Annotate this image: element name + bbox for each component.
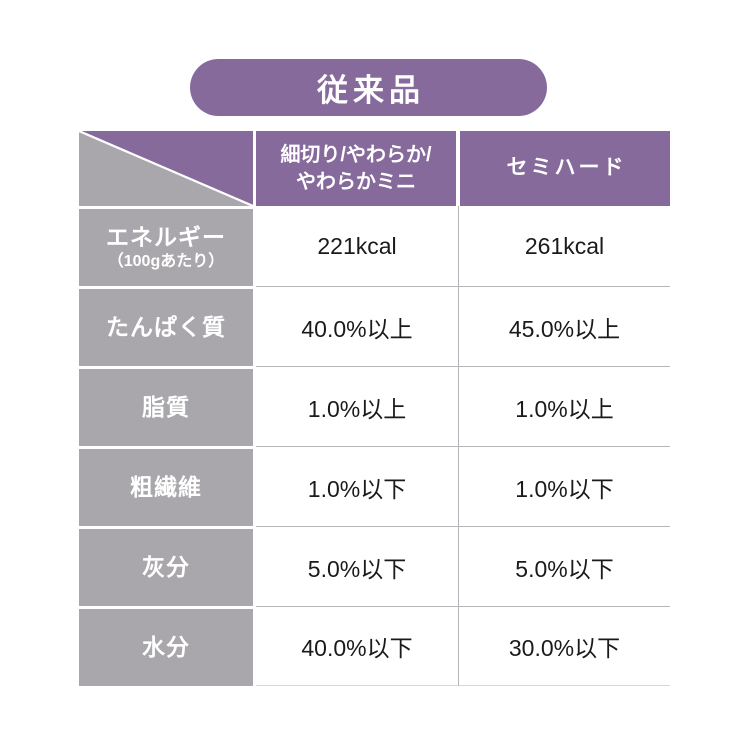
value-cell: 45.0%以上 [458, 286, 670, 366]
row-label-fiber: 粗繊維 [79, 449, 253, 526]
value-cell: 1.0%以上 [458, 366, 670, 446]
value-cell: 261kcal [458, 206, 670, 286]
row-label-text: 水分 [142, 634, 190, 661]
column-header-semihard: セミハード [460, 131, 670, 206]
value-cell: 40.0%以上 [256, 286, 458, 366]
row-label-moisture: 水分 [79, 609, 253, 686]
value-cell: 5.0%以下 [256, 526, 458, 606]
row-label-text: 粗繊維 [130, 474, 202, 501]
diagonal-divider-icon [79, 131, 253, 206]
corner-cell [79, 131, 253, 206]
product-type-badge: 従来品 [190, 59, 547, 116]
value-cell: 30.0%以下 [458, 606, 670, 686]
value-cell: 40.0%以下 [256, 606, 458, 686]
row-label-text: 灰分 [142, 554, 190, 581]
value-cell: 1.0%以上 [256, 366, 458, 446]
row-label-text: たんぱく質 [106, 314, 226, 341]
badge-label: 従来品 [317, 73, 425, 108]
value-cell: 5.0%以下 [458, 526, 670, 606]
row-label-text: 脂質 [142, 394, 190, 421]
value-cell: 1.0%以下 [458, 446, 670, 526]
value-cell: 221kcal [256, 206, 458, 286]
row-label-energy: エネルギー （100gあたり） [79, 209, 253, 286]
value-cell: 1.0%以下 [256, 446, 458, 526]
nutrition-table: 細切り/やわらか/ やわらかミニ セミハード エネルギー （100gあたり） 2… [79, 131, 670, 686]
row-label-fat: 脂質 [79, 369, 253, 446]
row-label-subtext: （100gあたり） [107, 253, 225, 271]
row-label-ash: 灰分 [79, 529, 253, 606]
row-label-protein: たんぱく質 [79, 289, 253, 366]
row-label-text: エネルギー [106, 223, 226, 250]
column-header-soft-types: 細切り/やわらか/ やわらかミニ [256, 131, 456, 206]
